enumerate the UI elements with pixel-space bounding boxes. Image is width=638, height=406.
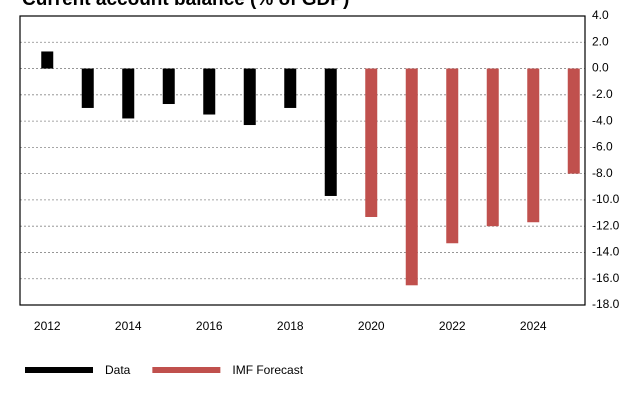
bar (365, 68, 378, 217)
bar (243, 68, 256, 126)
y-tick-label: -12.0 (592, 218, 620, 232)
legend-label: Data (105, 363, 131, 377)
y-tick-label: -4.0 (592, 113, 613, 127)
bar (405, 68, 418, 286)
y-tick-label: -10.0 (592, 192, 620, 206)
x-tick-label: 2020 (358, 319, 385, 333)
bar (203, 68, 216, 115)
y-tick-label: -8.0 (592, 166, 613, 180)
x-tick-label: 2022 (439, 319, 466, 333)
x-tick-label: 2018 (277, 319, 304, 333)
plot-frame (19, 15, 586, 306)
y-tick-label: 0.0 (592, 61, 609, 75)
x-tick-label: 2012 (34, 319, 61, 333)
y-tick-label: -18.0 (592, 297, 620, 311)
legend-swatch (25, 367, 93, 373)
x-tick-label: 2024 (520, 319, 547, 333)
bar (527, 68, 540, 223)
legend-swatch (152, 367, 221, 373)
y-tick-label: -6.0 (592, 140, 613, 154)
y-tick-label: -2.0 (592, 87, 613, 101)
y-tick-label: -16.0 (592, 271, 620, 285)
x-tick-label: 2016 (196, 319, 223, 333)
bar (324, 68, 337, 196)
x-tick-label: 2014 (115, 319, 142, 333)
bar (284, 68, 297, 108)
bar (162, 68, 175, 105)
bar (41, 51, 54, 69)
legend-label: IMF Forecast (232, 363, 303, 377)
bar (81, 68, 94, 108)
bar (486, 68, 499, 227)
y-tick-label: 4.0 (592, 8, 609, 22)
bar (122, 68, 135, 119)
bar (567, 68, 580, 174)
y-tick-label: -14.0 (592, 245, 620, 259)
bar (446, 68, 459, 244)
y-tick-label: 2.0 (592, 34, 609, 48)
chart-title: Current account balance (% of GDP) (22, 0, 349, 10)
